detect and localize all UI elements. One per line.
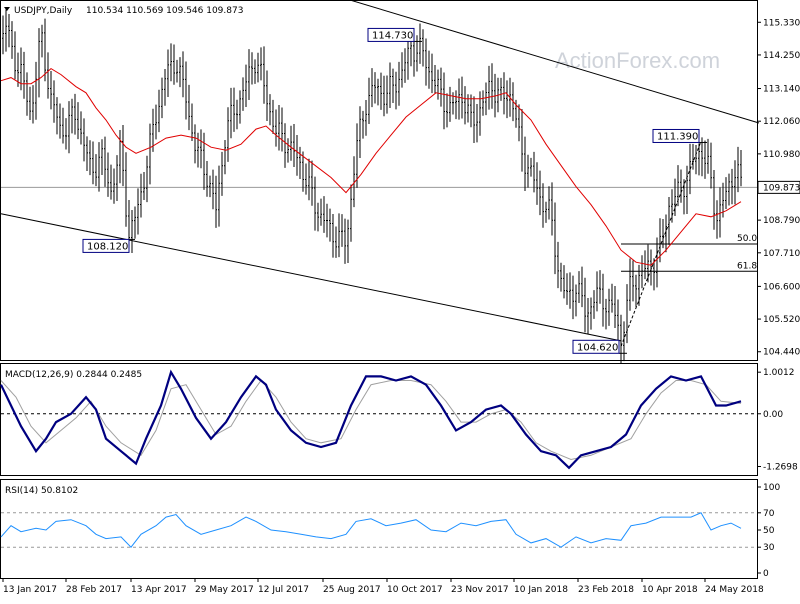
date-axis-label: 12 Jul 2017 xyxy=(258,585,309,595)
price-panel xyxy=(0,0,758,361)
symbol-label: USDJPY,Daily xyxy=(14,6,73,16)
macd-title: MACD(12,26,9) 0.2844 0.2485 xyxy=(5,370,142,380)
annotation-box xyxy=(652,128,700,143)
price-axis-label: 109.873 xyxy=(763,183,800,193)
rsi-axis-label: 100 xyxy=(763,483,780,493)
fib-level-label: 61.8 xyxy=(737,261,757,271)
annotation-label: 114.730 xyxy=(372,30,413,41)
rsi-title: RSI(14) 50.8102 xyxy=(5,486,78,496)
channel-upper-line xyxy=(348,0,760,124)
annotation-box xyxy=(82,238,130,253)
price-axis-label: 105.520 xyxy=(763,315,800,325)
annotation-label: 111.390 xyxy=(657,131,698,142)
date-axis-label: 13 Jan 2017 xyxy=(3,585,57,595)
date-axis-label: 24 May 2018 xyxy=(705,585,764,595)
macd-layer xyxy=(0,369,757,470)
rsi-axis-label: 50 xyxy=(763,526,775,536)
date-axis-label: 28 Feb 2017 xyxy=(66,585,122,595)
price-axis-label: 112.060 xyxy=(763,117,800,127)
price-axis-label: 106.600 xyxy=(763,282,800,292)
rsi-axis-label: 70 xyxy=(763,509,775,519)
price-axis-label: 115.330 xyxy=(763,18,800,28)
watermark: ActionForex.com xyxy=(555,48,720,73)
price-axis-label: 107.710 xyxy=(763,249,800,259)
annotation-label: 108.120 xyxy=(87,241,128,252)
date-axis-label: 23 Feb 2018 xyxy=(578,585,634,595)
price-axis-label: 110.980 xyxy=(763,150,800,160)
ohlc-label: 110.534 110.569 109.546 109.873 xyxy=(86,6,243,16)
channel-lower-line xyxy=(0,213,622,342)
date-axis-label: 10 Apr 2018 xyxy=(642,585,698,595)
annotation-box xyxy=(367,27,415,42)
fib-trend-line xyxy=(620,141,702,347)
macd-axis-label: 1.0012 xyxy=(763,368,795,378)
price-axis-label: 108.790 xyxy=(763,216,800,226)
rsi-line xyxy=(0,512,742,548)
annotation-label: 104.620 xyxy=(577,342,618,353)
collapse-triangle-icon[interactable] xyxy=(4,7,10,11)
rsi-axis-label: 30 xyxy=(763,543,775,553)
rsi-axis-label: 0 xyxy=(763,569,769,579)
fib-level-label: 50.0 xyxy=(737,234,757,244)
price-axis-label: 113.140 xyxy=(763,85,800,95)
moving-average-line xyxy=(0,67,742,266)
rsi-panel xyxy=(0,479,758,579)
price-bars xyxy=(2,9,742,364)
rsi-layer xyxy=(0,512,757,548)
date-axis-label: 23 Nov 2017 xyxy=(451,585,509,595)
macd-panel xyxy=(0,363,758,476)
macd-signal-line xyxy=(0,379,742,461)
current-price-box xyxy=(757,180,800,194)
date-axis-label: 29 May 2017 xyxy=(195,585,254,595)
price-layer: 50.0 61.8 114.730 111.390 108.120 104.620 xyxy=(0,0,760,364)
date-axis-label: 13 Apr 2017 xyxy=(131,585,187,595)
price-axis-label: 114.250 xyxy=(763,51,800,61)
macd-axis-label: -1.2698 xyxy=(763,463,798,473)
macd-line xyxy=(0,369,742,470)
macd-axis-label: 0.00 xyxy=(763,410,783,420)
axis-layer: 115.330 114.250 113.140 112.060 110.980 109.8… xyxy=(2,18,800,595)
date-axis-label: 10 Jan 2018 xyxy=(514,585,568,595)
price-axis-label: 104.440 xyxy=(763,348,800,358)
annotation-box xyxy=(572,339,620,354)
date-axis-label: 25 Aug 2017 xyxy=(323,585,381,595)
date-axis-label: 10 Oct 2017 xyxy=(387,585,443,595)
